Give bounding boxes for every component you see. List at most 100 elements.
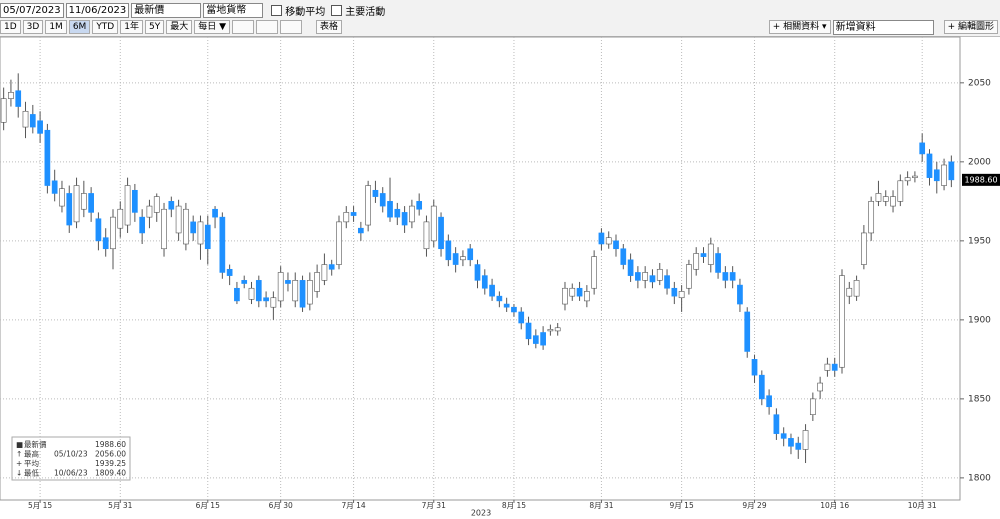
currency[interactable]: 當地貨幣 [203, 2, 264, 18]
legend-label: 最高 [24, 449, 39, 459]
candle-body [853, 280, 860, 297]
blank-button[interactable] [256, 20, 279, 34]
candle-body [44, 129, 51, 186]
candle-body [598, 232, 605, 245]
candle-body [306, 280, 313, 305]
candle-body [124, 185, 131, 226]
x-tick-label: 9月 29 [742, 501, 766, 510]
legend-value: 2056.00 [95, 450, 126, 459]
candle-body [620, 248, 627, 265]
table-button[interactable]: 表格 [316, 20, 343, 34]
x-tick-label: 5月 31 [108, 501, 132, 510]
candle-body [511, 306, 517, 313]
blank-button[interactable] [232, 20, 255, 34]
candle-body [554, 327, 561, 332]
range-button[interactable]: 1M [45, 20, 67, 34]
candle-body [328, 264, 335, 270]
candle-body [875, 193, 882, 202]
y-tick-label: 2050 [968, 78, 991, 88]
range-button[interactable]: 1D [0, 20, 21, 34]
candle-body [263, 297, 269, 302]
candle-body [117, 208, 124, 229]
candle-body [540, 332, 546, 346]
candle-body [780, 433, 787, 439]
candle-body [241, 280, 248, 284]
candle-body [583, 291, 590, 302]
candle-body [948, 161, 955, 181]
candle-body [642, 272, 649, 281]
frequency[interactable]: 每日 ▼ [194, 20, 231, 34]
checkbox[interactable]: 移動平均 [271, 3, 325, 18]
x-tick-label: 7月 14 [341, 501, 365, 510]
blank-button[interactable] [280, 20, 303, 34]
candle-body [802, 430, 809, 450]
candle-body [452, 253, 459, 265]
candle-body [430, 205, 437, 242]
x-tick-label: 8月 31 [589, 501, 613, 510]
candle-body [197, 221, 204, 245]
candle-body [80, 193, 87, 210]
candle-body [146, 205, 153, 218]
candle-body [613, 240, 619, 250]
legend-icon: ■ [16, 440, 23, 449]
candle-body [219, 216, 226, 273]
candle-body [183, 208, 189, 245]
related-button[interactable]: + 相關資料 ▾ [768, 20, 831, 34]
y-tick-label: 1900 [968, 315, 991, 325]
candle-body [248, 287, 255, 300]
candle-body [102, 237, 109, 250]
y-tick-label: 1800 [968, 473, 991, 483]
price-field[interactable]: 最新價 [131, 2, 202, 18]
candle-body [51, 180, 58, 194]
range-button[interactable]: YTD [92, 20, 119, 34]
candle-body [839, 275, 845, 368]
checkbox[interactable]: 主要活動 [331, 3, 385, 18]
x-tick-label: 6月 30 [269, 501, 293, 510]
candle-body [168, 201, 175, 210]
candle-body [737, 284, 743, 305]
candle-body [576, 287, 583, 297]
checkbox-label: 主要活動 [345, 6, 386, 18]
add-data[interactable]: 新增資料 [832, 19, 934, 35]
range-button[interactable]: 5Y [144, 20, 165, 34]
legend-value: 1939.25 [95, 459, 126, 468]
start-date[interactable]: 05/07/2023 [0, 2, 64, 18]
candle-body [686, 264, 692, 289]
related-label: 相關資料 [783, 22, 820, 32]
legend-box [11, 436, 131, 481]
range-button[interactable]: 6M [68, 20, 91, 34]
candle-body [496, 295, 503, 302]
x-tick-label: 8月 15 [502, 501, 526, 510]
candle-body [8, 92, 14, 99]
candle-body [350, 212, 357, 216]
candle-body [562, 287, 568, 305]
candle-body [132, 189, 138, 213]
candle-body [547, 329, 554, 332]
legend-icon: + [16, 459, 22, 468]
candle-body [314, 272, 320, 292]
candle-body [795, 442, 802, 450]
candle-body [766, 395, 772, 408]
range-button[interactable]: 1年 [120, 20, 143, 34]
candle-body [394, 208, 401, 218]
candle-body [890, 196, 896, 207]
candle-body [751, 359, 758, 376]
x-tick-label: 7月 31 [422, 501, 446, 510]
y-tick-label: 1950 [968, 236, 991, 246]
edit-button[interactable]: + 編輯圖形 [943, 20, 998, 34]
candle-body [66, 193, 73, 226]
candle-body [861, 232, 867, 265]
legend-label: 最低 [24, 468, 39, 478]
last-price-tag [962, 173, 1000, 186]
candle-body [941, 164, 947, 186]
candle-body [605, 237, 612, 245]
candle-body [474, 264, 481, 281]
candle-body [824, 363, 831, 371]
candle-body [29, 114, 36, 128]
end-date[interactable]: 11/06/2023 [65, 2, 130, 18]
range-button[interactable]: 最大 [166, 20, 193, 34]
candle-body [868, 201, 875, 234]
candle-body [919, 142, 926, 155]
legend-label: 平均 [24, 458, 39, 468]
range-button[interactable]: 3D [22, 20, 44, 34]
